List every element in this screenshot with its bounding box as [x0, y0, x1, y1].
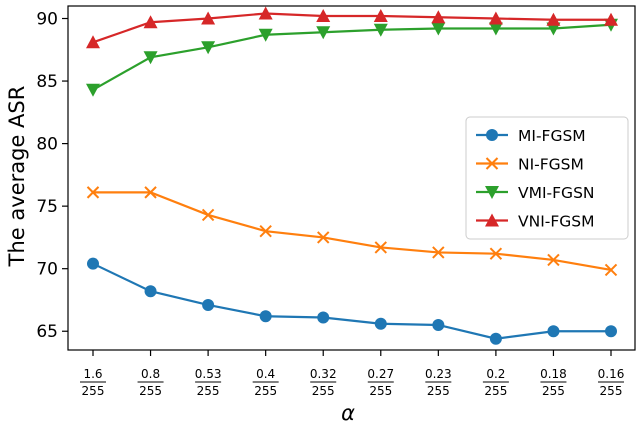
data-point-mi-fgsm	[202, 298, 215, 311]
data-point-vmi-fgsn	[546, 22, 561, 36]
legend-marker-vni-fgsm	[485, 213, 499, 227]
data-point-mi-fgsm	[317, 311, 330, 324]
legend-marker-mi-fgsm	[486, 129, 498, 141]
data-point-ni-fgsm	[432, 246, 445, 259]
data-point-vni-fgsm	[258, 6, 273, 20]
x-tick-denominator: 255	[427, 384, 450, 398]
data-point-vni-fgsm	[143, 15, 158, 29]
data-point-vni-fgsm	[604, 12, 618, 26]
series-line-vmi-fgsn	[92, 23, 612, 91]
x-tick-numerator: 0.4	[256, 367, 275, 381]
data-point-vmi-fgsn	[143, 51, 158, 65]
legend-label-vni-fgsm: VNI-FGSM	[518, 213, 595, 231]
data-point-vmi-fgsn	[258, 28, 273, 42]
y-tick-label: 90	[36, 10, 58, 30]
y-tick-label: 75	[36, 197, 58, 217]
data-point-mi-fgsm	[259, 310, 272, 323]
y-tick-label: 65	[36, 322, 58, 342]
data-point-vni-fgsm	[488, 11, 503, 25]
x-tick-denominator: 255	[197, 384, 220, 398]
data-point-mi-fgsm	[144, 285, 157, 298]
data-point-ni-fgsm	[201, 208, 215, 222]
data-point-ni-fgsm	[259, 224, 272, 238]
data-point-vmi-fgsn	[488, 22, 503, 36]
data-point-ni-fgsm	[604, 263, 618, 277]
data-point-mi-fgsm	[432, 318, 445, 331]
data-point-mi-fgsm	[489, 332, 502, 345]
data-point-vmi-fgsn	[316, 26, 331, 40]
x-tick-numerator: 0.16	[598, 367, 625, 381]
x-tick-numerator: 0.8	[141, 367, 160, 381]
data-point-vmi-fgsn	[373, 23, 388, 37]
series-line-vni-fgsm	[92, 12, 611, 44]
y-tick-label: 80	[36, 135, 58, 155]
data-point-ni-fgsm	[374, 241, 387, 254]
x-tick-denominator: 255	[254, 384, 277, 398]
x-axis-title: α	[341, 401, 355, 423]
plot-frame	[67, 5, 636, 351]
legend-marker-ni-fgsm	[485, 157, 499, 170]
x-tick-numerator: 0.18	[540, 367, 567, 381]
series-layer	[86, 6, 618, 345]
legend-box	[465, 116, 629, 240]
data-point-vni-fgsm	[546, 12, 561, 26]
x-tick-denominator: 255	[600, 384, 623, 398]
legend-label-ni-fgsm: NI-FGSM	[518, 156, 584, 174]
x-tick-denominator: 255	[139, 384, 162, 398]
x-tick-numerator: 0.27	[367, 367, 394, 381]
series-vmi-fgsn	[86, 18, 618, 97]
legend: MI-FGSM NI-FGSM VMI-FGSN VNI-FGSM	[465, 116, 629, 240]
axes-layer: 65 70 75 80 85 90 1.6 255 0.8 255 0.53 255 0.4 255 0.3…	[36, 5, 636, 398]
x-tick-numerator: 0.53	[195, 367, 222, 381]
y-axis-title: The average ASR	[5, 86, 29, 268]
y-tick-label: 70	[36, 260, 58, 280]
series-line-mi-fgsm	[92, 262, 611, 340]
x-tick-denominator: 255	[82, 384, 105, 398]
data-point-vmi-fgsn	[431, 22, 446, 36]
data-point-ni-fgsm	[489, 247, 503, 260]
data-point-vmi-fgsn	[201, 41, 216, 55]
data-point-vni-fgsm	[373, 9, 388, 23]
data-point-ni-fgsm	[86, 186, 100, 199]
data-point-ni-fgsm	[547, 253, 560, 267]
legend-label-vmi-fgsn: VMI-FGSN	[518, 184, 595, 202]
data-point-ni-fgsm	[144, 186, 157, 199]
legend-marker-vmi-fgsn	[485, 186, 499, 199]
series-mi-fgsm	[87, 257, 617, 345]
x-tick-numerator: 1.6	[83, 367, 102, 381]
x-tick-numerator: 0.23	[425, 367, 452, 381]
series-vni-fgsm	[86, 6, 618, 49]
data-point-vni-fgsm	[431, 10, 446, 24]
data-point-mi-fgsm	[87, 257, 99, 270]
data-point-vmi-fgsn	[86, 83, 100, 97]
data-point-vni-fgsm	[316, 9, 331, 23]
data-point-vni-fgsm	[86, 35, 100, 49]
x-tick-denominator: 255	[369, 384, 392, 398]
data-point-mi-fgsm	[547, 325, 560, 338]
legend-label-mi-fgsm: MI-FGSM	[518, 127, 586, 145]
y-tick-label: 85	[36, 72, 58, 92]
x-tick-numerator: 0.32	[310, 367, 337, 381]
x-tick-denominator: 255	[542, 384, 565, 398]
x-tick-numerator: 0.2	[486, 367, 505, 381]
x-tick-denominator: 255	[312, 384, 335, 398]
series-ni-fgsm	[86, 186, 618, 277]
series-line-ni-fgsm	[93, 191, 612, 272]
data-point-mi-fgsm	[605, 325, 617, 338]
data-point-ni-fgsm	[317, 231, 330, 244]
data-point-mi-fgsm	[374, 317, 387, 330]
x-tick-denominator: 255	[484, 384, 507, 398]
data-point-vni-fgsm	[201, 11, 216, 25]
